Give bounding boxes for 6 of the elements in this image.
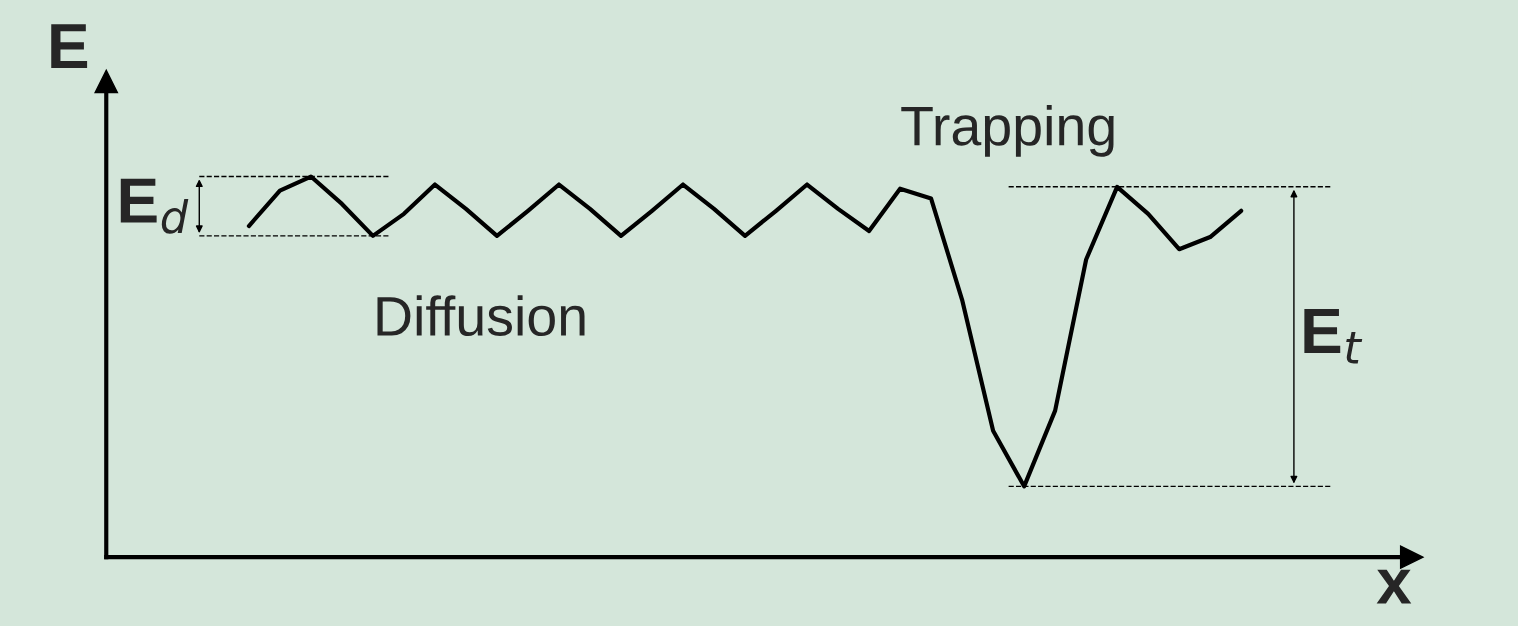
annotation: Diffusion xyxy=(377,295,585,337)
y-axis-title: E xyxy=(51,24,88,69)
text: Trapping xyxy=(901,104,1114,157)
ref-line-label: E$_{t}$ xyxy=(1304,309,1363,364)
x-axis-title: x xyxy=(1376,569,1412,604)
ref-line-label: E$_{d}$ xyxy=(120,178,189,234)
